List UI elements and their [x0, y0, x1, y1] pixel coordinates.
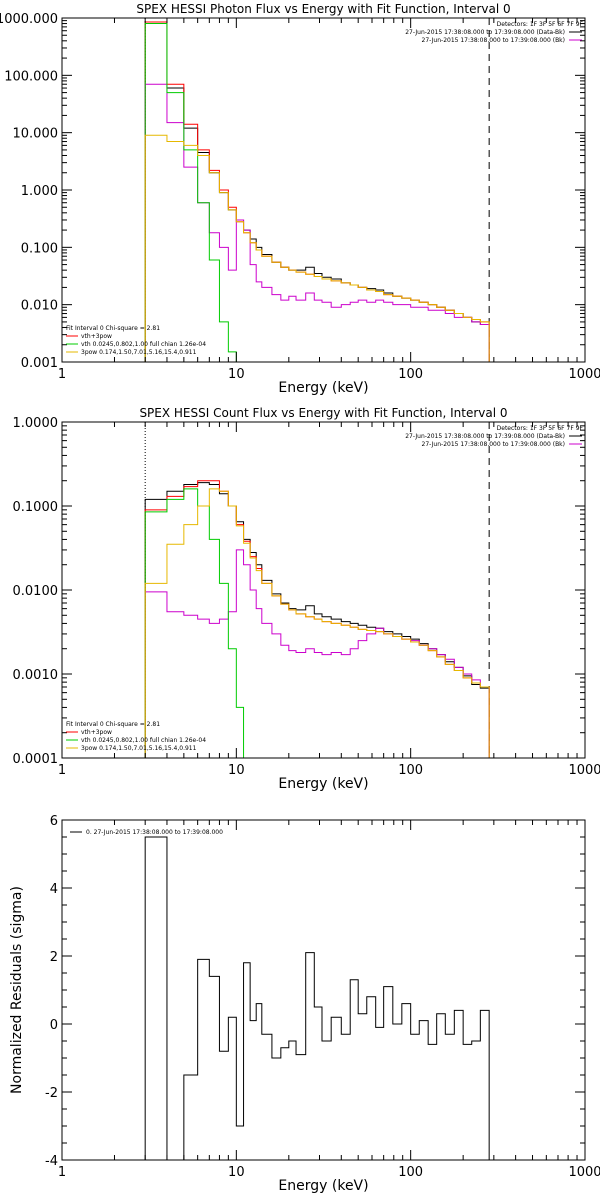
x-tick-label: 1000 [568, 763, 600, 778]
x-axis-label: Energy (keV) [278, 776, 368, 792]
series-line-data-bk [144, 23, 490, 362]
x-tick-label: 1 [58, 367, 66, 382]
y-tick-label: 1000.000 [0, 12, 58, 27]
y-tick-label: 0.0010 [13, 668, 59, 683]
legend-entry-label: 27-Jun-2015 17:38:08.000 to 17:39:08.000… [422, 37, 565, 44]
y-tick-label: 1.0000 [13, 416, 59, 431]
y-tick-label: 10.000 [13, 127, 59, 142]
y-tick-label: 2 [50, 950, 58, 965]
y-tick-label: 0.0100 [13, 584, 59, 599]
y-tick-label: 0.100 [21, 241, 58, 256]
legend-entry-label: vth+3pow [81, 729, 112, 736]
x-tick-label: 100 [398, 367, 423, 382]
series-line-3pow [144, 488, 490, 758]
plot-frame [61, 819, 586, 1161]
x-tick-label: 100 [398, 1165, 423, 1180]
y-tick-label: 100.000 [4, 69, 58, 84]
legend-fit-header: Fit Interval 0 Chi-square = 2.81 [66, 721, 160, 728]
chart-panel-1: SPEX HESSI Photon Flux vs Energy with Fi… [0, 2, 600, 396]
y-tick-label: 0 [50, 1018, 58, 1033]
series-line-vth-3pow [144, 21, 490, 362]
y-tick-label: 1.000 [21, 184, 58, 199]
series-line-vth [144, 488, 245, 758]
y-tick-label: -4 [45, 1154, 58, 1169]
legend-detectors: Detectors: 1F 3F 5F 6F 7F 9F [497, 21, 584, 28]
data-layer [144, 18, 490, 362]
x-tick-label: 10 [228, 367, 245, 382]
plot-frame [61, 17, 586, 363]
legend-entry-label: vth+3pow [81, 333, 112, 340]
y-tick-label: 0.0001 [13, 752, 59, 767]
legend-entry-label: 27-Jun-2015 17:38:08.000 to 17:39:08.000… [405, 433, 565, 440]
series-line-vth [144, 23, 237, 362]
legend-entry-label: 3pow 0.174,1.50,7.01,5.16,15.4,0.911 [81, 349, 197, 356]
legend-entry-label: 3pow 0.174,1.50,7.01,5.16,15.4,0.911 [81, 745, 197, 752]
legend-top-right: Detectors: 1F 3F 5F 6F 7F 9F27-Jun-2015 … [405, 21, 583, 44]
legend-bottom-left: Fit Interval 0 Chi-square = 2.81vth+3pow… [66, 721, 206, 752]
legend-top-left: 0. 27-Jun-2015 17:38:08.000 to 17:39:08.… [70, 829, 223, 836]
y-tick-label: 6 [50, 814, 58, 829]
series-line-residuals [144, 836, 490, 1160]
legend-entry-label: vth 0.0245,0.802,1.00 full chian 1.26e-0… [81, 737, 206, 744]
series-line-3pow [144, 134, 490, 362]
chart-title: SPEX HESSI Photon Flux vs Energy with Fi… [136, 2, 510, 16]
y-tick-label: 0.010 [21, 299, 58, 314]
legend-entry-label: 0. 27-Jun-2015 17:38:08.000 to 17:39:08.… [86, 829, 223, 836]
legend-bottom-left: Fit Interval 0 Chi-square = 2.81vth+3pow… [66, 325, 206, 356]
y-axis-label: Normalized Residuals (sigma) [9, 886, 25, 1094]
chart-panel-3: 1 10 100 1000 Energy (keV) -4 -2 0 2 4 6 Normalized… [9, 814, 600, 1194]
legend-detectors: Detectors: 1F 3F 5F 6F 7F 9F [497, 425, 584, 432]
data-layer [144, 836, 490, 1160]
series-line-vth-3pow [144, 480, 490, 758]
y-tick-label: 4 [50, 882, 58, 897]
legend-entry-label: vth 0.0245,0.802,1.00 full chian 1.26e-0… [81, 341, 206, 348]
data-layer [144, 422, 490, 758]
x-tick-label: 10 [228, 1165, 245, 1180]
x-tick-label: 1 [58, 1165, 66, 1180]
x-tick-label: 1000 [568, 1165, 600, 1180]
y-tick-label: -2 [45, 1086, 58, 1101]
series-line-bk [144, 83, 490, 362]
legend-entry-label: 27-Jun-2015 17:38:08.000 to 17:39:08.000… [405, 29, 565, 36]
x-tick-label: 1000 [568, 367, 600, 382]
y-tick-label: 0.001 [21, 356, 58, 371]
y-tick-label: 0.1000 [13, 500, 59, 515]
legend-fit-header: Fit Interval 0 Chi-square = 2.81 [66, 325, 160, 332]
chart-title: SPEX HESSI Count Flux vs Energy with Fit… [139, 406, 507, 420]
x-axis-label: Energy (keV) [278, 380, 368, 396]
chart-panel-2: SPEX HESSI Count Flux vs Energy with Fit… [13, 406, 600, 792]
x-tick-label: 1 [58, 763, 66, 778]
x-tick-label: 10 [228, 763, 245, 778]
legend-entry-label: 27-Jun-2015 17:38:08.000 to 17:39:08.000… [422, 441, 565, 448]
legend-top-right: Detectors: 1F 3F 5F 6F 7F 9F27-Jun-2015 … [405, 425, 583, 448]
x-tick-label: 100 [398, 763, 423, 778]
x-axis-label: Energy (keV) [278, 1178, 368, 1194]
plot-frame [61, 421, 586, 759]
